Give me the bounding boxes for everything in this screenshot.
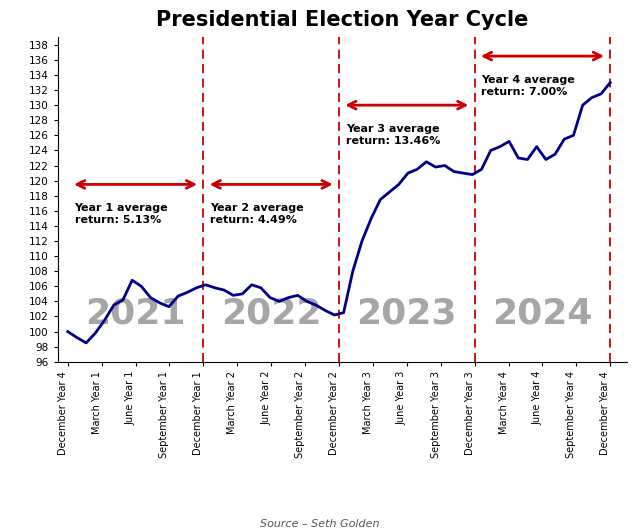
- Text: Year 4 average
return: 7.00%: Year 4 average return: 7.00%: [481, 75, 575, 97]
- Text: 2022: 2022: [221, 296, 321, 330]
- Text: Year 1 average
return: 5.13%: Year 1 average return: 5.13%: [74, 203, 168, 225]
- Title: Presidential Election Year Cycle: Presidential Election Year Cycle: [156, 10, 529, 30]
- Text: Source – Seth Golden: Source – Seth Golden: [260, 519, 380, 529]
- Text: 2023: 2023: [356, 296, 457, 330]
- Text: Year 2 average
return: 4.49%: Year 2 average return: 4.49%: [210, 203, 304, 225]
- Text: 2024: 2024: [492, 296, 593, 330]
- Text: 2021: 2021: [85, 296, 186, 330]
- Text: Year 3 average
return: 13.46%: Year 3 average return: 13.46%: [346, 124, 440, 146]
